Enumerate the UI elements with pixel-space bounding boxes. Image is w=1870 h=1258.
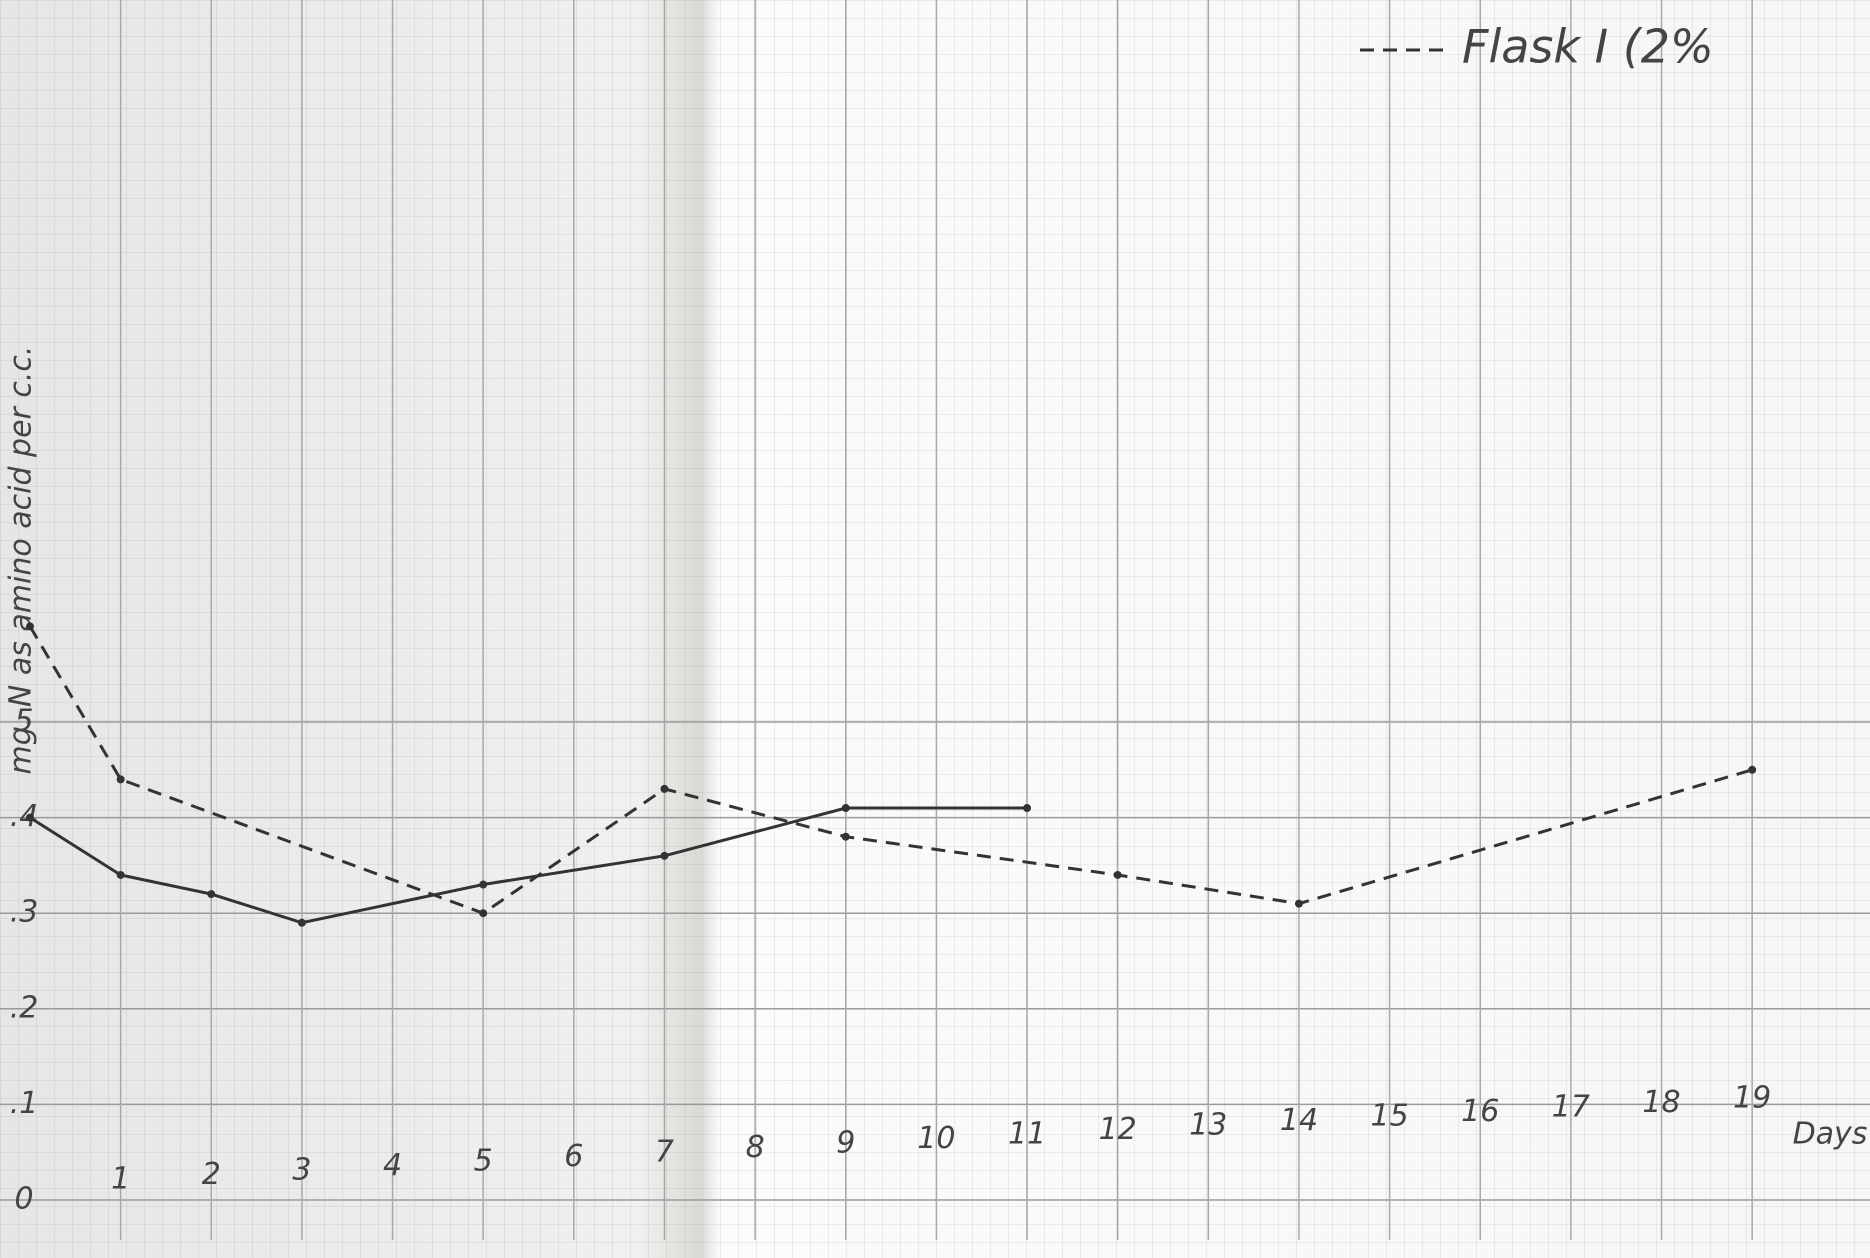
x-tick-label: 4 [383, 1148, 402, 1183]
y-tick-label: .3 [10, 895, 39, 930]
point [26, 814, 34, 822]
point [842, 833, 850, 841]
point [660, 852, 668, 860]
x-tick-label: 7 [655, 1135, 674, 1170]
point [117, 775, 125, 783]
x-tick-label: 10 [917, 1121, 955, 1156]
x-tick-label: 12 [1099, 1112, 1137, 1147]
point [117, 871, 125, 879]
chart: mg. N as amino acid per c.c. Days 0.1.2.… [0, 0, 1870, 1258]
line [30, 808, 1027, 923]
x-tick-label: 13 [1189, 1108, 1227, 1143]
point [298, 919, 306, 927]
y-tick-label: .1 [10, 1086, 39, 1121]
point [1023, 804, 1031, 812]
x-tick-label: 1 [111, 1162, 130, 1197]
point [1295, 900, 1303, 908]
line [30, 626, 1752, 913]
point [1114, 871, 1122, 879]
point [1748, 766, 1756, 774]
x-tick-label: 8 [746, 1130, 765, 1165]
x-tick-label: 18 [1642, 1085, 1680, 1120]
x-tick-label: 15 [1371, 1099, 1409, 1134]
x-tick-label: 11 [1008, 1117, 1046, 1152]
point [26, 622, 34, 630]
point [207, 890, 215, 898]
x-tick-label: 6 [564, 1139, 583, 1174]
x-axis-label: Days [1793, 1117, 1868, 1152]
x-tick-label: 19 [1733, 1081, 1771, 1116]
point [479, 909, 487, 917]
legend-label: Flask I (2% [1462, 20, 1714, 74]
y-tick-label: 5 [14, 704, 33, 739]
x-tick-label: 16 [1461, 1094, 1499, 1129]
graph-paper: mg. N as amino acid per c.c. Days 0.1.2.… [0, 0, 1870, 1258]
x-tick-label: 2 [202, 1157, 221, 1192]
point [660, 785, 668, 793]
point [479, 881, 487, 889]
y-tick-label: 0 [14, 1182, 33, 1217]
y-tick-label: .4 [10, 799, 39, 834]
x-tick-label: 17 [1552, 1090, 1590, 1125]
x-tick-label: 3 [292, 1153, 311, 1188]
x-tick-label: 14 [1280, 1103, 1318, 1138]
point [842, 804, 850, 812]
x-tick-label: 9 [836, 1126, 855, 1161]
x-tick-label: 5 [474, 1144, 493, 1179]
y-tick-label: .2 [10, 990, 39, 1025]
